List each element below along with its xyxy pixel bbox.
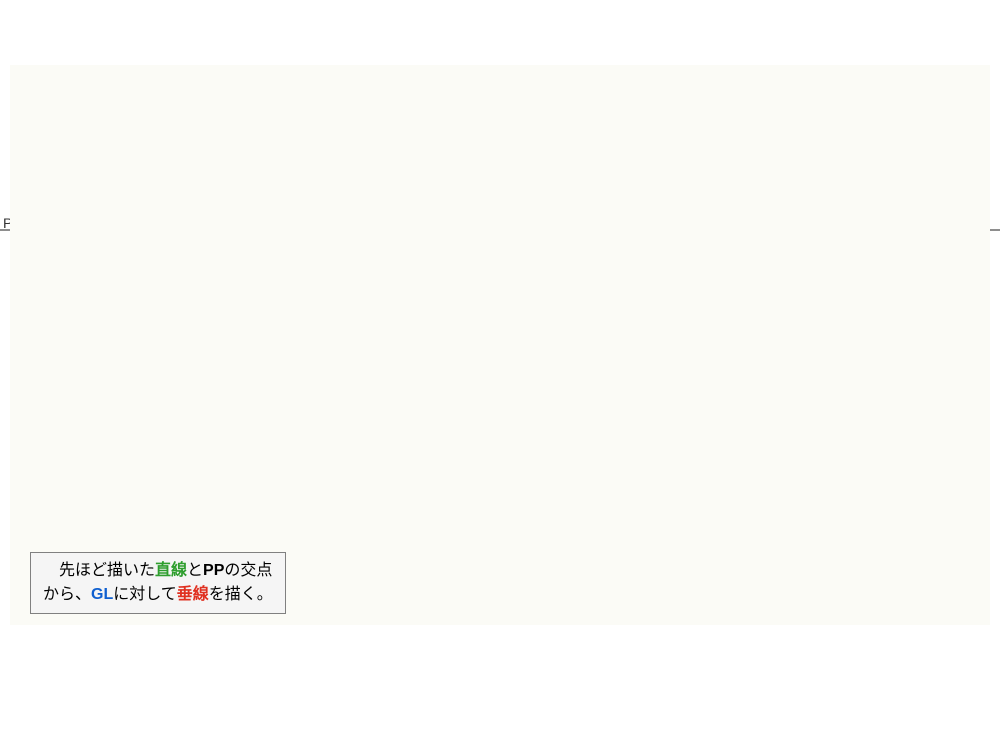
- instruction-caption: 先ほど描いた直線とPPの交点から、GLに対して垂線を描く。: [30, 552, 286, 614]
- diagram-canvas: PPPPVP1VP2MP1MP2GLSPELSP 先ほど描いた直線とPPの交点か…: [0, 0, 1000, 750]
- paper-background: [10, 65, 990, 625]
